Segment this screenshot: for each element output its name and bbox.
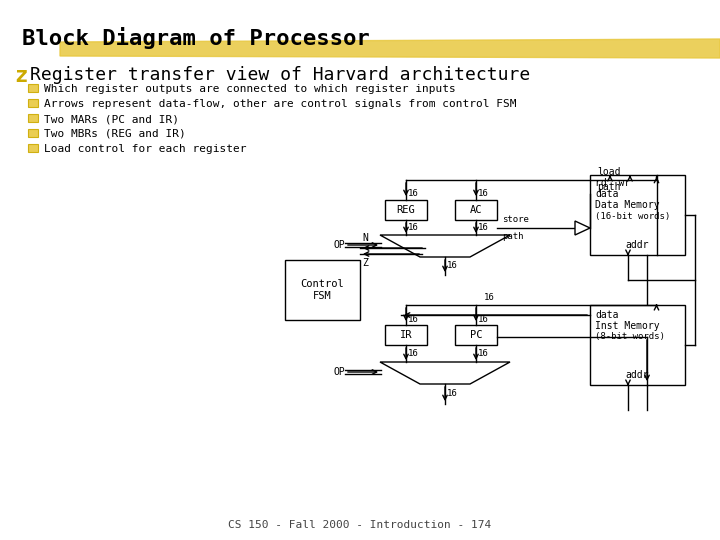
Text: Inst Memory: Inst Memory [595,321,660,331]
Text: Control
FSM: Control FSM [301,279,344,301]
Text: AC: AC [469,205,482,215]
Text: 16: 16 [447,261,458,271]
Text: store: store [502,215,529,224]
Text: 16: 16 [484,293,495,302]
Polygon shape [380,362,510,384]
Text: 16: 16 [478,224,489,233]
Bar [455,200,497,220]
Text: Load control for each register: Load control for each register [44,144,246,154]
Text: data: data [595,189,618,199]
Polygon shape [60,39,720,58]
Text: 16: 16 [408,224,419,233]
Text: load: load [598,167,621,177]
Text: N: N [362,233,368,243]
Bar [28,144,38,152]
Bar [385,200,427,220]
Text: Register transfer view of Harvard architecture: Register transfer view of Harvard archit… [30,66,530,84]
Text: REG: REG [397,205,415,215]
Bar [385,325,427,345]
Bar [28,99,38,107]
Text: OP: OP [333,240,345,250]
Polygon shape [380,235,510,257]
Text: 16: 16 [408,190,419,199]
Text: data: data [595,310,618,320]
Text: Two MARs (PC and IR): Two MARs (PC and IR) [44,114,179,124]
Text: path: path [502,232,523,241]
Text: path: path [598,182,621,192]
Text: 16: 16 [408,314,419,323]
Bar [455,325,497,345]
Text: 16: 16 [408,348,419,357]
Text: addr: addr [626,240,649,250]
Text: Which register outputs are connected to which register inputs: Which register outputs are connected to … [44,84,456,94]
Bar [590,305,685,385]
Text: 16: 16 [478,314,489,323]
Text: Block Diagram of Processor: Block Diagram of Processor [22,27,370,49]
Polygon shape [575,221,590,235]
Text: Z: Z [362,258,368,268]
Text: 16: 16 [478,348,489,357]
Text: rd  wr: rd wr [595,178,630,188]
Text: OP: OP [333,367,345,377]
Text: PC: PC [469,330,482,340]
Bar [28,84,38,92]
Bar [285,260,360,320]
Text: Arrows represent data-flow, other are control signals from control FSM: Arrows represent data-flow, other are co… [44,99,516,109]
Text: addr: addr [626,370,649,380]
Bar [590,175,685,255]
Bar [28,129,38,137]
Text: (8-bit words): (8-bit words) [595,333,665,341]
Text: Data Memory: Data Memory [595,200,660,210]
Text: IR: IR [400,330,413,340]
Text: Two MBRs (REG and IR): Two MBRs (REG and IR) [44,129,186,139]
Text: z: z [14,66,27,86]
Text: 16: 16 [478,190,489,199]
Text: 16: 16 [447,389,458,399]
Bar [28,114,38,122]
Text: CS 150 - Fall 2000 - Introduction - 174: CS 150 - Fall 2000 - Introduction - 174 [228,520,492,530]
Text: (16-bit words): (16-bit words) [595,212,670,220]
